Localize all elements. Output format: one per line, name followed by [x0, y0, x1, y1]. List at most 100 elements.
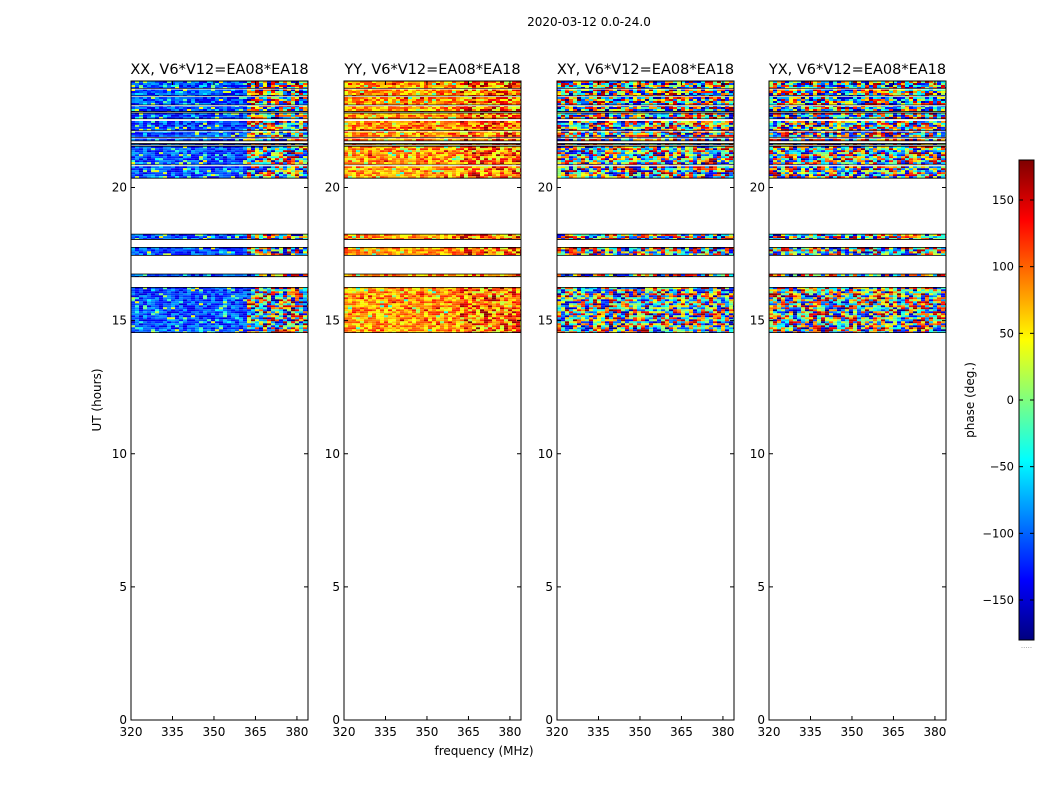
heat-cell — [191, 103, 195, 105]
heat-cell — [223, 156, 227, 159]
heat-cell — [376, 170, 380, 173]
heat-cell — [488, 162, 492, 165]
heat-cell — [155, 109, 159, 111]
heat-cell — [187, 124, 191, 127]
heat-cell — [175, 309, 179, 312]
heat-cell — [163, 81, 167, 83]
heat-cell — [400, 166, 404, 169]
heat-cell — [283, 291, 287, 294]
heat-cell — [380, 176, 384, 179]
heat-cell — [139, 323, 143, 326]
heat-cell — [171, 124, 175, 127]
heat-cell — [155, 249, 159, 252]
heat-cell — [163, 251, 167, 254]
heat-cell — [356, 138, 360, 141]
heat-cell — [223, 251, 227, 254]
heat-cell — [255, 309, 259, 312]
heat-cell — [428, 160, 432, 163]
heat-cell — [295, 146, 299, 149]
heat-cell — [344, 148, 348, 151]
heat-cell — [496, 174, 500, 177]
heat-cell — [271, 325, 275, 328]
heat-cell — [444, 170, 448, 173]
heat-cell — [199, 148, 203, 151]
heat-cell — [215, 305, 219, 308]
heat-cell — [231, 124, 235, 127]
heat-cell — [368, 170, 372, 173]
heat-cell — [191, 122, 195, 125]
heat-cell — [171, 170, 175, 173]
heat-cell — [243, 91, 247, 93]
heat-cell — [223, 176, 227, 179]
heat-cell — [183, 89, 187, 91]
heat-cell — [299, 236, 303, 239]
heat-cell — [227, 168, 231, 171]
heat-cell — [243, 154, 247, 157]
heat-cell — [456, 132, 460, 135]
heat-cell — [167, 325, 171, 328]
heat-cell — [275, 301, 279, 304]
heat-cell — [488, 158, 492, 161]
heat-cell — [279, 319, 283, 322]
heat-cell — [255, 313, 259, 316]
heat-cell — [299, 83, 303, 85]
heat-cell — [432, 122, 436, 125]
heat-cell — [275, 166, 279, 169]
heat-cell — [247, 174, 251, 177]
heat-cell — [368, 114, 372, 117]
heat-cell — [504, 130, 508, 133]
heat-cell — [143, 160, 147, 163]
heat-cell — [303, 97, 307, 99]
heat-cell — [155, 251, 159, 254]
heat-cell — [195, 172, 199, 175]
heat-cell — [480, 176, 484, 179]
heat-cell — [348, 114, 352, 117]
heat-cell — [223, 132, 227, 135]
heat-cell — [215, 172, 219, 175]
heat-cell — [155, 114, 159, 117]
heat-cell — [195, 114, 199, 117]
heat-cell — [267, 97, 271, 99]
heat-cell — [267, 156, 271, 159]
heat-cell — [151, 325, 155, 328]
heat-cell — [468, 154, 472, 157]
heat-cell — [187, 166, 191, 169]
heat-cell — [243, 291, 247, 294]
heat-cell — [231, 134, 235, 137]
heat-cell — [211, 287, 215, 290]
heat-cell — [155, 301, 159, 304]
heat-cell — [163, 116, 167, 119]
heat-cell — [263, 247, 267, 250]
heat-cell — [199, 274, 203, 276]
heat-cell — [155, 148, 159, 151]
heat-cell — [396, 128, 400, 131]
heat-cell — [291, 162, 295, 165]
heat-cell — [255, 103, 259, 105]
heat-cell — [452, 152, 456, 155]
heat-cell — [179, 174, 183, 177]
heat-cell — [496, 124, 500, 127]
heat-cell — [267, 315, 271, 318]
heat-cell — [259, 168, 263, 171]
heat-cell — [295, 247, 299, 250]
heat-cell — [283, 172, 287, 175]
heat-cell — [187, 313, 191, 316]
heat-cell — [211, 152, 215, 155]
heat-cell — [203, 170, 207, 173]
heat-cell — [139, 162, 143, 165]
heat-cell — [263, 170, 267, 173]
heat-cell — [279, 238, 283, 240]
heat-cell — [412, 130, 416, 133]
heat-cell — [235, 112, 239, 115]
heat-cell — [283, 287, 287, 290]
heat-cell — [191, 87, 195, 89]
heat-cell — [163, 291, 167, 294]
heat-cell — [348, 138, 352, 141]
heat-cell — [267, 253, 271, 256]
heat-cell — [271, 124, 275, 127]
heat-cell — [444, 162, 448, 165]
heat-cell — [376, 124, 380, 127]
heat-cell — [484, 156, 488, 159]
heat-cell — [179, 172, 183, 175]
heat-cell — [179, 85, 183, 87]
